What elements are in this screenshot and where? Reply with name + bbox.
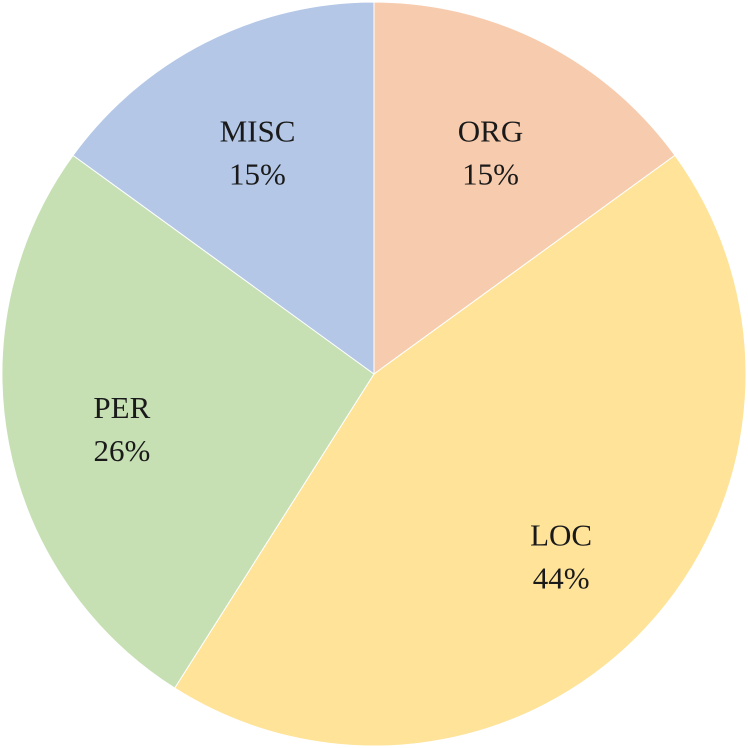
pie-label-loc: LOC — [530, 518, 592, 553]
pie-percent-misc: 15% — [229, 156, 286, 191]
pie-percent-loc: 44% — [533, 561, 590, 596]
pie-slice-loc — [173, 154, 747, 747]
pie-percent-org: 15% — [462, 156, 519, 191]
pie-slice-misc — [72, 1, 375, 375]
pie-slice-per — [1, 154, 375, 689]
pie-label-misc: MISC — [220, 113, 296, 148]
pie-label-per: PER — [93, 390, 150, 425]
pie-percent-per: 26% — [93, 433, 150, 468]
pie-labels: ORG 15% LOC 44% PER 26% MISC 15% — [93, 113, 592, 595]
pie-label-org: ORG — [458, 113, 523, 148]
pie-slice-org — [373, 1, 676, 375]
